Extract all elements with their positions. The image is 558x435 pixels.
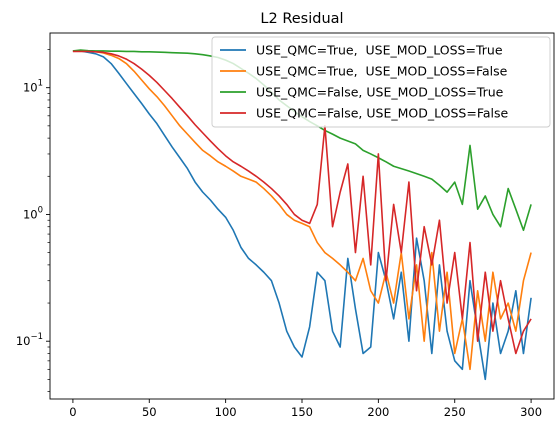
y-tick-label: 100 xyxy=(23,205,43,221)
legend-label-1: USE_QMC=True, USE_MOD_LOSS=True xyxy=(256,43,503,58)
legend: USE_QMC=True, USE_MOD_LOSS=True USE_QMC=T… xyxy=(211,36,551,128)
x-tick-label: 100 xyxy=(215,405,237,419)
chart-title: L2 Residual xyxy=(260,11,343,27)
y-axis: 10−1 100 101 xyxy=(16,49,50,392)
legend-label-3: USE_QMC=False, USE_MOD_LOSS=True xyxy=(256,85,504,100)
legend-box xyxy=(211,36,551,128)
y-tick-label: 10−1 xyxy=(16,332,43,348)
series-line-2 xyxy=(72,50,532,371)
legend-label-2: USE_QMC=True, USE_MOD_LOSS=False xyxy=(256,64,508,79)
x-axis: 0 50 100 150 200 250 300 xyxy=(69,399,542,419)
series-line-4 xyxy=(72,50,532,355)
x-tick-label: 150 xyxy=(291,405,313,419)
legend-label-4: USE_QMC=False, USE_MOD_LOSS=False xyxy=(256,106,509,121)
x-tick-label: 250 xyxy=(444,405,466,419)
x-tick-label: 50 xyxy=(142,405,157,419)
y-tick-label: 101 xyxy=(23,79,43,95)
x-tick-label: 200 xyxy=(367,405,389,419)
x-tick-label: 300 xyxy=(520,405,542,419)
x-tick-label: 0 xyxy=(69,405,76,419)
series-line-1 xyxy=(72,50,532,381)
